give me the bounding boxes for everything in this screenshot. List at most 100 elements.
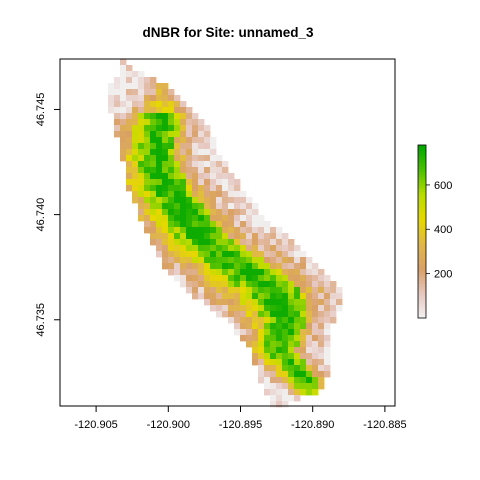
raster-cell	[222, 245, 229, 252]
raster-cell	[180, 131, 187, 138]
raster-cell	[120, 77, 127, 84]
raster-cell	[180, 137, 187, 144]
raster-cell	[132, 161, 139, 168]
raster-cell	[324, 359, 331, 366]
raster-cell	[108, 83, 115, 90]
raster-cell	[270, 329, 277, 336]
raster-cell	[306, 329, 313, 336]
raster-cell	[210, 263, 217, 270]
raster-cell	[246, 335, 253, 342]
raster-cell	[240, 293, 247, 300]
raster-cell	[264, 293, 271, 300]
raster-cell	[312, 317, 319, 324]
raster-cell	[150, 119, 157, 126]
raster-cell	[144, 215, 151, 222]
raster-cell	[240, 287, 247, 294]
raster-cell	[300, 335, 307, 342]
raster-cell	[174, 257, 181, 264]
raster-cell	[204, 161, 211, 168]
raster-cell	[330, 287, 337, 294]
raster-cell	[258, 287, 265, 294]
raster-cell	[192, 263, 199, 270]
x-tick-label: -120.895	[219, 419, 262, 431]
raster-cell	[318, 275, 325, 282]
raster-cell	[180, 221, 187, 228]
raster-cell	[288, 323, 295, 330]
raster-cell	[264, 329, 271, 336]
raster-cell	[294, 395, 301, 402]
raster-cell	[270, 263, 277, 270]
raster-cell	[132, 95, 139, 102]
raster-cell	[108, 89, 115, 96]
raster-cell	[258, 221, 265, 228]
raster-cell	[174, 203, 181, 210]
raster-cell	[162, 149, 169, 156]
raster-cell	[294, 287, 301, 294]
raster-cell	[150, 101, 157, 108]
raster-cell	[132, 89, 139, 96]
raster-cell	[132, 185, 139, 192]
raster-cell	[162, 155, 169, 162]
colorbar-swatch	[418, 222, 426, 227]
raster-cell	[168, 101, 175, 108]
raster-cell	[300, 371, 307, 378]
raster-cell	[294, 341, 301, 348]
raster-cell	[312, 269, 319, 276]
raster-cell	[264, 227, 271, 234]
colorbar-swatch	[418, 194, 426, 198]
raster-cell	[264, 359, 271, 366]
raster-cell	[264, 371, 271, 378]
raster-cell	[246, 305, 253, 312]
raster-cell	[138, 203, 145, 210]
raster-cell	[150, 179, 157, 186]
raster-cell	[336, 293, 343, 300]
raster-cell	[282, 257, 289, 264]
raster-cell	[258, 293, 265, 300]
raster-cell	[294, 305, 301, 312]
raster-cell	[186, 275, 193, 282]
raster-cell	[180, 275, 187, 282]
raster-cell	[156, 251, 163, 258]
raster-cell	[234, 305, 241, 312]
raster-cell	[246, 263, 253, 270]
chart-title: dNBR for Site: unnamed_3	[142, 25, 314, 40]
raster-cell	[162, 83, 169, 90]
raster-cell	[186, 233, 193, 240]
colorbar-swatch	[418, 277, 426, 282]
raster-cell	[240, 221, 247, 228]
raster-cell	[294, 257, 301, 264]
raster-cell	[120, 101, 127, 108]
raster-cell	[258, 353, 265, 360]
raster-cell	[312, 323, 319, 330]
raster-cell	[336, 287, 343, 294]
colorbar-swatch	[418, 205, 426, 210]
raster-cell	[216, 263, 223, 270]
raster-cell	[246, 239, 253, 246]
raster-cell	[180, 119, 187, 126]
raster-cell	[204, 233, 211, 240]
raster-cell	[192, 137, 199, 144]
raster-cell	[252, 239, 259, 246]
raster-cell	[210, 179, 217, 186]
raster-cell	[234, 233, 241, 240]
raster-cell	[192, 275, 199, 282]
raster-cell	[318, 323, 325, 330]
raster-cell	[132, 71, 139, 78]
raster-cell	[132, 179, 139, 186]
raster-cell	[240, 305, 247, 312]
raster-cell	[222, 263, 229, 270]
raster-cell	[312, 275, 319, 282]
raster-cell	[126, 167, 133, 174]
raster-cell	[282, 395, 289, 402]
raster-cell	[318, 287, 325, 294]
raster-cell	[228, 251, 235, 258]
raster-cell	[126, 143, 133, 150]
raster-cell	[216, 305, 223, 312]
raster-cell	[264, 383, 271, 390]
raster-cell	[234, 191, 241, 198]
raster-cell	[126, 179, 133, 186]
raster-cell	[300, 317, 307, 324]
raster-cell	[198, 173, 205, 180]
raster-cell	[318, 293, 325, 300]
raster-cell	[246, 221, 253, 228]
